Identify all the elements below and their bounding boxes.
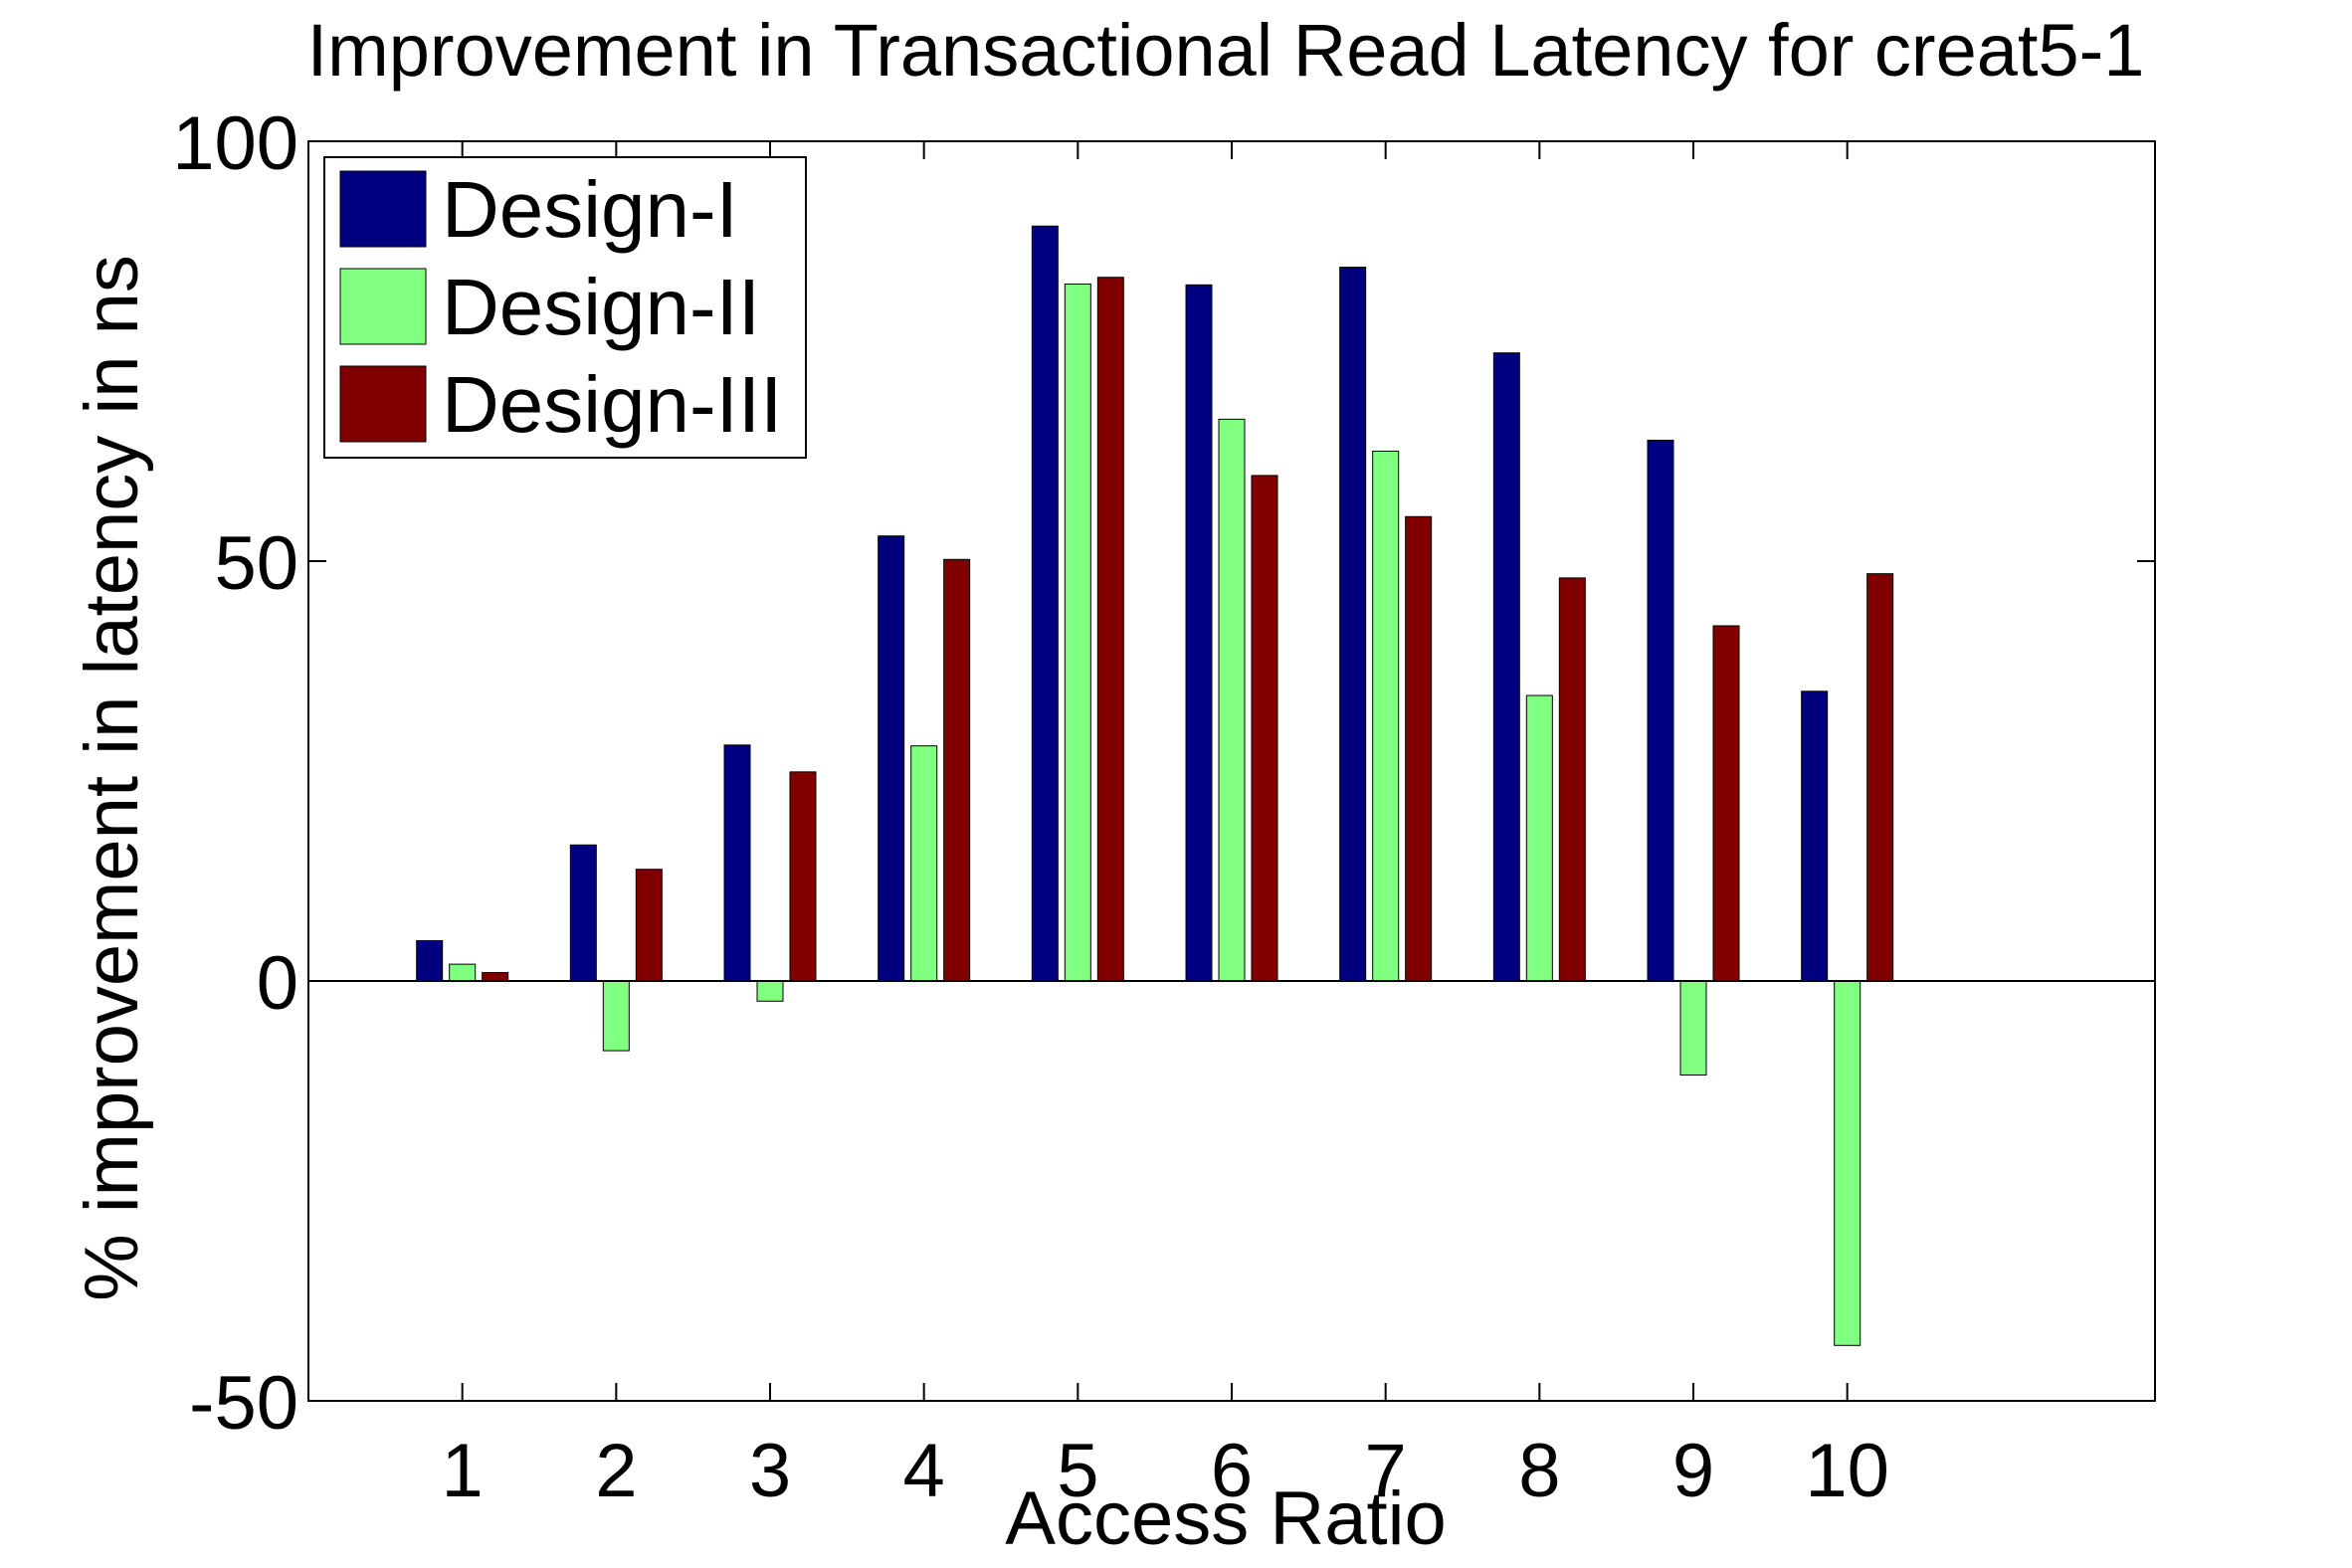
bar-design-iii-9 [1712, 625, 1740, 982]
y-axis-title: % improvement in latency in ns [70, 255, 154, 1301]
x-tick-label-7: 7 [1365, 1429, 1407, 1513]
bar-design-i-7 [1339, 267, 1367, 982]
bar-design-i-5 [1031, 225, 1059, 982]
x-tick-label-3: 3 [749, 1429, 791, 1513]
bar-design-ii-9 [1679, 980, 1707, 1077]
legend-swatch-design-iii [339, 365, 427, 443]
x-tick-label-10: 10 [1805, 1429, 1889, 1513]
bar-design-ii-7 [1372, 450, 1400, 982]
bar-design-i-2 [569, 844, 597, 982]
bar-design-iii-3 [789, 771, 817, 982]
y-tick-label-50: 50 [214, 521, 298, 606]
bar-design-ii-2 [602, 980, 630, 1052]
x-tick-label-9: 9 [1672, 1429, 1714, 1513]
y-tick-label-100: 100 [172, 101, 298, 186]
bar-design-iii-1 [482, 972, 509, 982]
bar-design-i-3 [723, 744, 751, 982]
bar-design-ii-4 [910, 745, 938, 982]
y-tick-label--50: -50 [189, 1361, 298, 1446]
bar-design-i-10 [1801, 690, 1829, 982]
bar-design-iii-8 [1558, 577, 1586, 982]
bar-design-i-6 [1185, 284, 1213, 982]
x-tick-label-4: 4 [903, 1429, 945, 1513]
bar-design-ii-3 [756, 980, 784, 1002]
bar-design-ii-8 [1525, 694, 1553, 982]
bar-design-iii-4 [943, 558, 971, 982]
bar-design-ii-1 [449, 963, 477, 982]
legend-label-design-ii: Design-II [442, 263, 760, 351]
x-tick-label-1: 1 [442, 1429, 484, 1513]
bar-design-iii-2 [635, 869, 663, 982]
bar-design-i-8 [1492, 352, 1520, 982]
bar-design-i-1 [416, 939, 444, 982]
x-tick-label-8: 8 [1518, 1429, 1560, 1513]
legend-label-design-iii: Design-III [442, 360, 782, 449]
bar-design-iii-7 [1405, 515, 1433, 982]
legend-label-design-i: Design-I [442, 165, 738, 254]
bar-design-iii-5 [1096, 277, 1124, 982]
bar-design-iii-6 [1251, 475, 1278, 982]
x-tick-label-2: 2 [595, 1429, 637, 1513]
x-axis-title: Access Ratio [1005, 1476, 1447, 1561]
bar-design-i-9 [1647, 439, 1674, 982]
bar-design-ii-5 [1064, 283, 1091, 982]
chart-title: Improvement in Transactional Read Latenc… [307, 9, 2145, 92]
x-tick-label-6: 6 [1211, 1429, 1253, 1513]
y-tick-label-0: 0 [257, 941, 298, 1026]
legend-swatch-design-i [339, 170, 427, 248]
x-tick-label-5: 5 [1057, 1429, 1098, 1513]
bar-design-i-4 [878, 535, 905, 982]
bar-design-ii-6 [1218, 418, 1246, 982]
bar-design-ii-10 [1834, 980, 1862, 1346]
bar-design-iii-10 [1866, 573, 1894, 982]
legend-swatch-design-ii [339, 268, 427, 345]
